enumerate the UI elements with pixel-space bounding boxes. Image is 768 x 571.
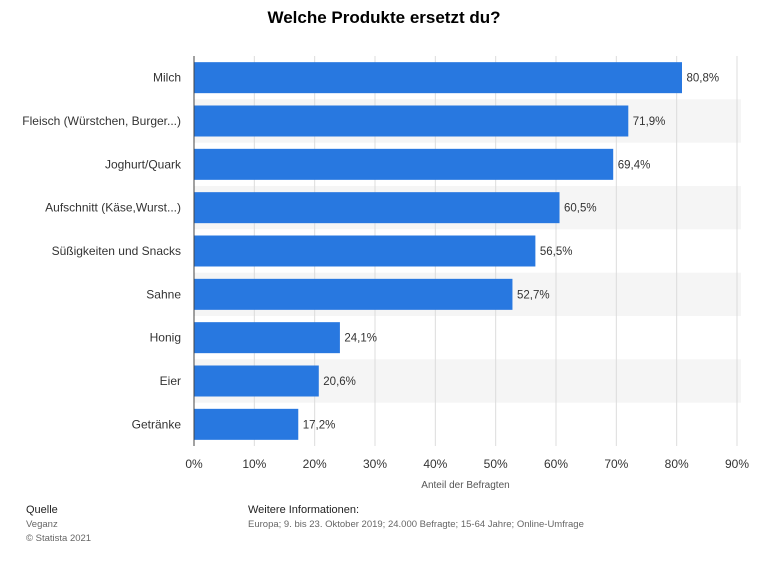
- x-tick-label: 0%: [185, 457, 203, 471]
- value-label: 71,9%: [633, 116, 666, 128]
- x-tick-label: 60%: [544, 457, 568, 471]
- category-label: Eier: [160, 374, 181, 388]
- chart-title: Welche Produkte ersetzt du?: [267, 8, 501, 27]
- x-tick-label: 50%: [484, 457, 508, 471]
- bar: [194, 322, 340, 354]
- category-label: Milch: [153, 71, 181, 85]
- category-label: Fleisch (Würstchen, Burger...): [22, 114, 181, 128]
- bar: [194, 408, 299, 440]
- value-label: 56,5%: [540, 246, 573, 258]
- category-label: Süßigkeiten und Snacks: [52, 244, 181, 258]
- category-label: Getränke: [132, 417, 182, 431]
- bar: [194, 62, 682, 94]
- category-label: Aufschnitt (Käse,Wurst...): [45, 201, 181, 215]
- x-tick-label: 10%: [242, 457, 266, 471]
- value-label: 60,5%: [564, 203, 597, 215]
- bar: [194, 365, 319, 397]
- value-label: 17,2%: [303, 419, 336, 431]
- bar: [194, 105, 629, 137]
- copyright: © Statista 2021: [26, 533, 92, 544]
- x-tick-label: 80%: [665, 457, 689, 471]
- x-tick-label: 40%: [423, 457, 447, 471]
- bar: [194, 192, 560, 224]
- value-label: 52,7%: [517, 289, 550, 301]
- x-tick-label: 70%: [604, 457, 628, 471]
- value-label: 80,8%: [686, 73, 719, 85]
- x-tick-label: 20%: [303, 457, 327, 471]
- info-heading: Weitere Informationen:: [248, 504, 360, 516]
- source-heading: Quelle: [26, 504, 58, 516]
- x-tick-label: 30%: [363, 457, 387, 471]
- value-label: 69,4%: [618, 159, 651, 171]
- value-label: 24,1%: [344, 333, 377, 345]
- info-text: Europa; 9. bis 23. Oktober 2019; 24.000 …: [248, 519, 584, 530]
- source-name: Veganz: [26, 519, 58, 530]
- bar: [194, 148, 614, 180]
- category-label: Honig: [150, 331, 181, 345]
- x-tick-label: 90%: [725, 457, 749, 471]
- bar: [194, 278, 513, 310]
- value-label: 20,6%: [323, 376, 356, 388]
- category-label: Joghurt/Quark: [105, 157, 182, 171]
- bar: [194, 235, 536, 267]
- x-axis-title: Anteil der Befragten: [421, 480, 509, 491]
- category-label: Sahne: [146, 287, 181, 301]
